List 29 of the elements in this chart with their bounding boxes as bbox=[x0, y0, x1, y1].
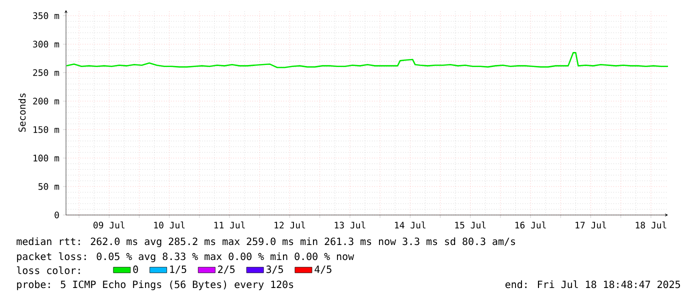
x-tick-label: 13 Jul bbox=[334, 222, 366, 229]
x-tick-label: 18 Jul bbox=[636, 222, 666, 229]
legend-label: 3/5 bbox=[266, 266, 283, 274]
y-tick-label: 0 bbox=[54, 212, 59, 218]
text: median rtt: 262.0 ms avg 285.2 ms max 259.0 ms min 261.3 ms now 3.3 ms sd 80.3 am/s bbox=[16, 237, 516, 248]
legend-label: 4/5 bbox=[314, 266, 332, 274]
x-tick-label: 09 Jul bbox=[94, 222, 124, 229]
y-tick-label: 350 m bbox=[33, 12, 60, 20]
text: end: Fri Jul 18 18:48:47 2025 bbox=[505, 280, 680, 288]
legend-label: 2/5 bbox=[218, 266, 235, 274]
legend-title: loss color: bbox=[16, 266, 80, 274]
y-axis-title: Seconds bbox=[18, 93, 26, 132]
x-tick-label: 14 Jul bbox=[395, 222, 426, 229]
x-tick-label: 12 Jul bbox=[274, 222, 306, 229]
y-tick-label: 300 m bbox=[33, 40, 60, 48]
text: packet loss: 0.05 % avg 8.33 % max 0.00 % min 0.00 % now bbox=[17, 252, 354, 262]
y-tick-label: 100 m bbox=[34, 154, 60, 162]
x-tick-label: 11 Jul bbox=[214, 222, 245, 229]
y-tick-label: 200 m bbox=[33, 98, 60, 104]
x-tick-label: 16 Jul bbox=[515, 222, 546, 229]
y-tick-label: 50 m bbox=[38, 183, 60, 190]
x-tick-label: 15 Jul bbox=[455, 222, 486, 229]
x-tick-label: 17 Jul bbox=[576, 222, 606, 229]
y-tick-label: 150 m bbox=[34, 126, 60, 133]
text: probe: 5 ICMP Echo Pings (56 Bytes) every 120s bbox=[17, 280, 294, 290]
x-tick-label: 10 Jul bbox=[154, 222, 185, 229]
y-tick-label: 250 m bbox=[33, 69, 60, 76]
legend-label: 1/5 bbox=[170, 266, 186, 274]
legend-label: 0 bbox=[133, 266, 138, 274]
